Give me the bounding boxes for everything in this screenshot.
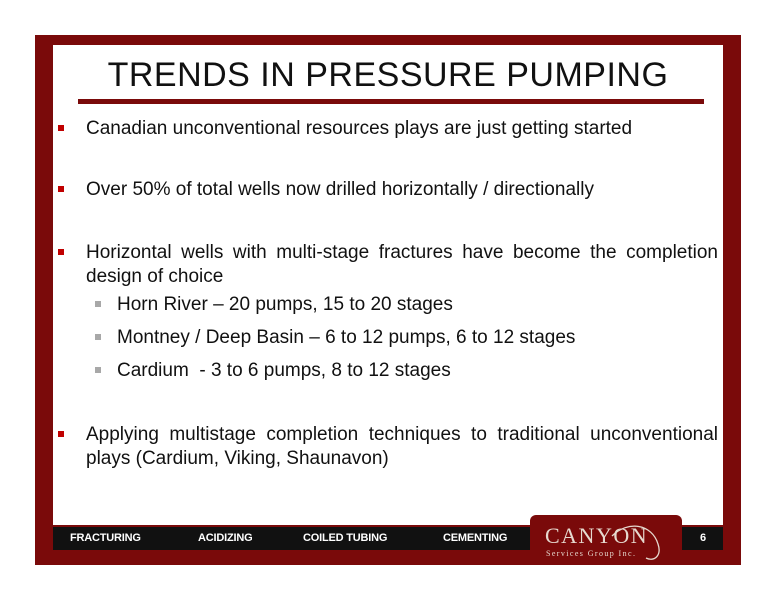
title-underline <box>78 99 704 104</box>
slide-title: TRENDS IN PRESSURE PUMPING <box>107 56 669 94</box>
bullet-marker <box>58 125 64 131</box>
bullet-text: Canadian unconventional resources plays … <box>86 118 633 139</box>
bullet-marker <box>58 431 64 437</box>
bullet-text: Horizontal wells with multi-stage fractu… <box>86 242 718 287</box>
page-number: 6 <box>700 532 707 544</box>
company-logo-subtitle: Services Group Inc. <box>546 549 637 558</box>
sub-bullet-marker <box>95 367 101 373</box>
footer-coiled-tubing: COILED TUBING <box>303 532 388 544</box>
logo-swoosh-icon <box>611 525 660 560</box>
footer-cementing: CEMENTING <box>443 532 508 544</box>
sub-bullet-text: Horn River – 20 pumps, 15 to 20 stages <box>117 294 453 315</box>
company-logo: CANYON <box>545 523 649 548</box>
bullet-marker <box>58 249 64 255</box>
bullet-text: Over 50% of total wells now drilled hori… <box>86 179 594 200</box>
slide-body <box>53 45 723 525</box>
footer-fracturing: FRACTURING <box>70 532 141 544</box>
bullet-marker <box>58 186 64 192</box>
sub-bullet-text: Cardium - 3 to 6 pumps, 8 to 12 stages <box>117 360 451 381</box>
bullet-text: Applying multistage completion technique… <box>86 424 718 469</box>
sub-bullet-marker <box>95 301 101 307</box>
sub-bullet-marker <box>95 334 101 340</box>
sub-bullet-text: Montney / Deep Basin – 6 to 12 pumps, 6 … <box>117 327 576 348</box>
footer-acidizing: ACIDIZING <box>198 532 253 544</box>
